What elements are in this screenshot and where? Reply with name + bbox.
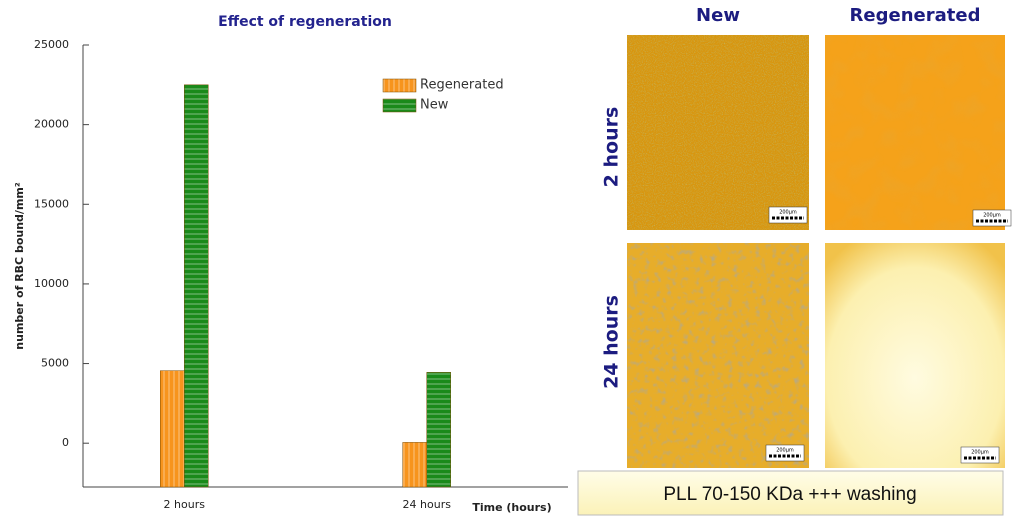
bar (426, 372, 451, 488)
y-axis-label: number of RBC bound/mm² (13, 182, 26, 350)
row-label: 24 hours (601, 295, 623, 389)
scale-bar-label: 200µm (983, 213, 1001, 219)
micrograph (825, 243, 1005, 468)
x-tick-label: 24 hours (403, 498, 452, 511)
y-tick-label: 5000 (41, 357, 69, 370)
bar (160, 370, 185, 488)
caption-box (577, 470, 1004, 516)
chart-title: Effect of regeneration (218, 14, 392, 30)
y-tick-label: 20000 (34, 118, 69, 131)
legend-label: Regenerated (420, 78, 504, 93)
scale-bar-label: 200µm (971, 450, 989, 456)
legend-label: New (420, 98, 449, 113)
scale-bar-label: 200µm (779, 210, 797, 216)
micrograph-texture (627, 243, 809, 468)
y-tick-label: 25000 (34, 38, 69, 51)
y-tick-label: 0 (62, 436, 69, 449)
micrograph-panel (627, 35, 1005, 468)
bar (402, 442, 427, 488)
row-label: 2 hours (601, 107, 623, 188)
y-tick-label: 15000 (34, 197, 69, 210)
x-tick-label: 2 hours (164, 498, 206, 511)
legend-swatch (382, 98, 417, 113)
caption: PLL 70-150 KDa +++ washing (663, 484, 916, 505)
column-label: New (696, 5, 740, 26)
micrograph-texture (627, 35, 809, 230)
bar (184, 84, 209, 488)
column-label: Regenerated (850, 5, 981, 26)
legend-swatch (382, 78, 417, 93)
micrograph-texture (825, 35, 1005, 230)
y-tick-label: 10000 (34, 277, 69, 290)
scale-bar-label: 200µm (776, 448, 794, 454)
x-axis-label: Time (hours) (472, 501, 551, 514)
